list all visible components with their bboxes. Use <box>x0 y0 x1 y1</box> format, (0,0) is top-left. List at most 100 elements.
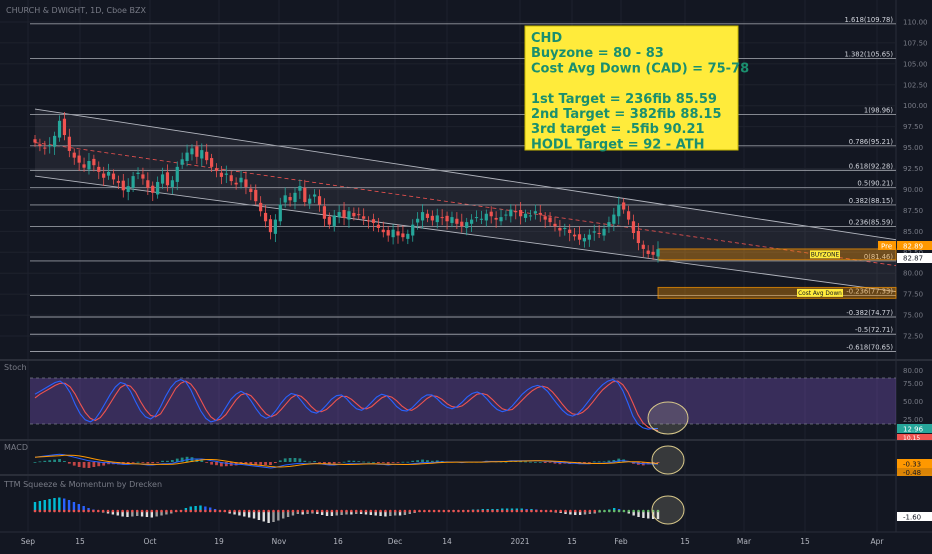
candle-body <box>577 234 582 240</box>
macd-histogram-bar <box>249 462 253 465</box>
macd-histogram-bar <box>504 461 508 463</box>
candle-body <box>519 209 523 217</box>
ttm-squeeze-dot <box>330 509 334 513</box>
ttm-squeeze-dot <box>637 509 640 513</box>
ttm-momentum-bar <box>345 511 348 515</box>
candle-body <box>514 211 518 213</box>
candle-body <box>126 186 130 192</box>
macd-histogram-bar <box>53 459 57 462</box>
ttm-squeeze-dot <box>622 509 626 513</box>
macd-histogram-bar <box>372 462 375 463</box>
ttm-momentum-bar <box>316 511 319 514</box>
fib-level-label: -0.382(74.77) <box>846 309 893 317</box>
price-scale[interactable] <box>896 0 932 550</box>
macd-histogram-bar <box>234 462 238 466</box>
candle-body <box>234 182 238 185</box>
macd-histogram-bar <box>151 462 155 464</box>
ttm-squeeze-dot <box>286 509 290 513</box>
candle-body <box>303 187 307 203</box>
fibonacci-levels[interactable]: 1.618(109.78) 1.382(105.65) 1(98.96) 0.786(… <box>30 16 896 352</box>
channel-upper <box>34 108 897 241</box>
macd-histogram-bar <box>538 462 542 463</box>
ttm-squeeze-dot <box>442 509 446 513</box>
macd-histogram-bar <box>131 462 135 463</box>
ttm-squeeze-dot <box>179 509 183 513</box>
annotation-line: Buyzone = 80 - 83 <box>531 46 664 61</box>
candle-body <box>587 234 591 240</box>
candle-body <box>538 212 542 215</box>
ttm-squeeze-dot <box>632 509 635 513</box>
fib-level-label: -0.5(72.71) <box>855 326 893 334</box>
price-pane[interactable]: 1.618(109.78) 1.382(105.65) 1(98.96) 0.786(… <box>0 0 928 532</box>
time-tick-label: Mar <box>737 537 752 546</box>
time-tick-label: 14 <box>442 537 452 546</box>
ttm-squeeze-dot <box>393 509 397 513</box>
candle-body <box>371 219 376 223</box>
time-tick-label: 15 <box>800 537 810 546</box>
stoch-pane[interactable]: Stoch 80.00 75.00 50.00 25.00 12.96 10.1… <box>4 363 932 442</box>
macd-pane[interactable]: MACD -0.33 -0.48 <box>4 443 932 477</box>
price-zone-rect[interactable] <box>657 248 897 261</box>
macd-histogram-bar <box>401 461 405 463</box>
ttm-squeeze-dot <box>296 509 300 513</box>
ttm-squeeze-dot <box>238 509 241 513</box>
candle-body <box>656 249 660 257</box>
annotation-box <box>524 25 739 151</box>
price-tick-label: 110.00 <box>903 19 928 27</box>
price-zone-rect[interactable] <box>657 286 897 299</box>
annotation-line: 3rd target = .5fib 90.21 <box>531 122 705 137</box>
macd-histogram-bar <box>264 462 267 465</box>
ttm-highlight-circle <box>651 495 685 525</box>
ttm-momentum-bar <box>126 511 129 517</box>
macd-histogram-bar <box>77 462 81 467</box>
fib-level-label: 0(81.46) <box>864 253 893 261</box>
ttm-squeeze-dot <box>525 509 528 513</box>
candle-body <box>381 229 385 233</box>
macd-histogram-bar <box>367 461 370 463</box>
macd-histogram-bar <box>170 460 174 462</box>
candle-body <box>283 195 287 203</box>
ttm-momentum-bar <box>33 502 37 511</box>
time-tick-label: Dec <box>388 537 403 546</box>
macd-histogram-bar <box>332 462 336 464</box>
candle-body <box>249 188 253 192</box>
ttm-squeeze-dot <box>189 509 193 513</box>
candle-body <box>62 118 67 136</box>
candle-body <box>111 173 116 180</box>
ttm-momentum-bar <box>67 500 71 511</box>
time-axis[interactable]: Sep 15 Oct 19 Nov 16 Dec 14 2021 15 Feb 15 Mar 15 Apr <box>0 531 932 546</box>
ttm-squeeze-dot <box>423 509 426 513</box>
ttm-momentum-bar <box>165 511 168 515</box>
ttm-squeeze-dot <box>354 509 358 513</box>
ttm-momentum-bar <box>374 511 377 516</box>
candle-body <box>396 231 400 236</box>
ttm-badge <box>897 512 932 521</box>
ttm-momentum-bar <box>262 511 265 522</box>
ttm-squeeze-dot <box>87 509 90 513</box>
ttm-squeeze-dot <box>213 509 217 513</box>
candle-body <box>582 238 587 242</box>
ttm-momentum-bar <box>160 511 163 516</box>
ttm-squeeze-pane[interactable]: TTM Squeeze & Momentum by Drecken -1.60 <box>3 480 932 525</box>
macd-histogram-bar <box>43 460 47 462</box>
fib-level-label: -0.236(77.33) <box>846 288 893 296</box>
macd-histogram-bar <box>342 461 346 463</box>
ttm-squeeze-dot <box>281 509 285 513</box>
candle-body <box>337 212 341 218</box>
ttm-momentum-bar <box>588 511 592 514</box>
macd-histogram-bar <box>426 460 429 462</box>
ttm-momentum-bar <box>384 511 387 517</box>
candle-body <box>499 217 503 222</box>
ttm-squeeze-dot <box>194 509 197 513</box>
ttm-squeeze-dot <box>111 509 115 513</box>
macd-histogram-bar <box>269 462 272 465</box>
candle-body <box>366 220 371 222</box>
candle-body <box>308 198 312 204</box>
macd-histogram-bar <box>48 460 52 462</box>
candle-body <box>48 145 52 147</box>
regression-channel <box>34 108 897 293</box>
ttm-momentum-bar <box>58 497 61 511</box>
